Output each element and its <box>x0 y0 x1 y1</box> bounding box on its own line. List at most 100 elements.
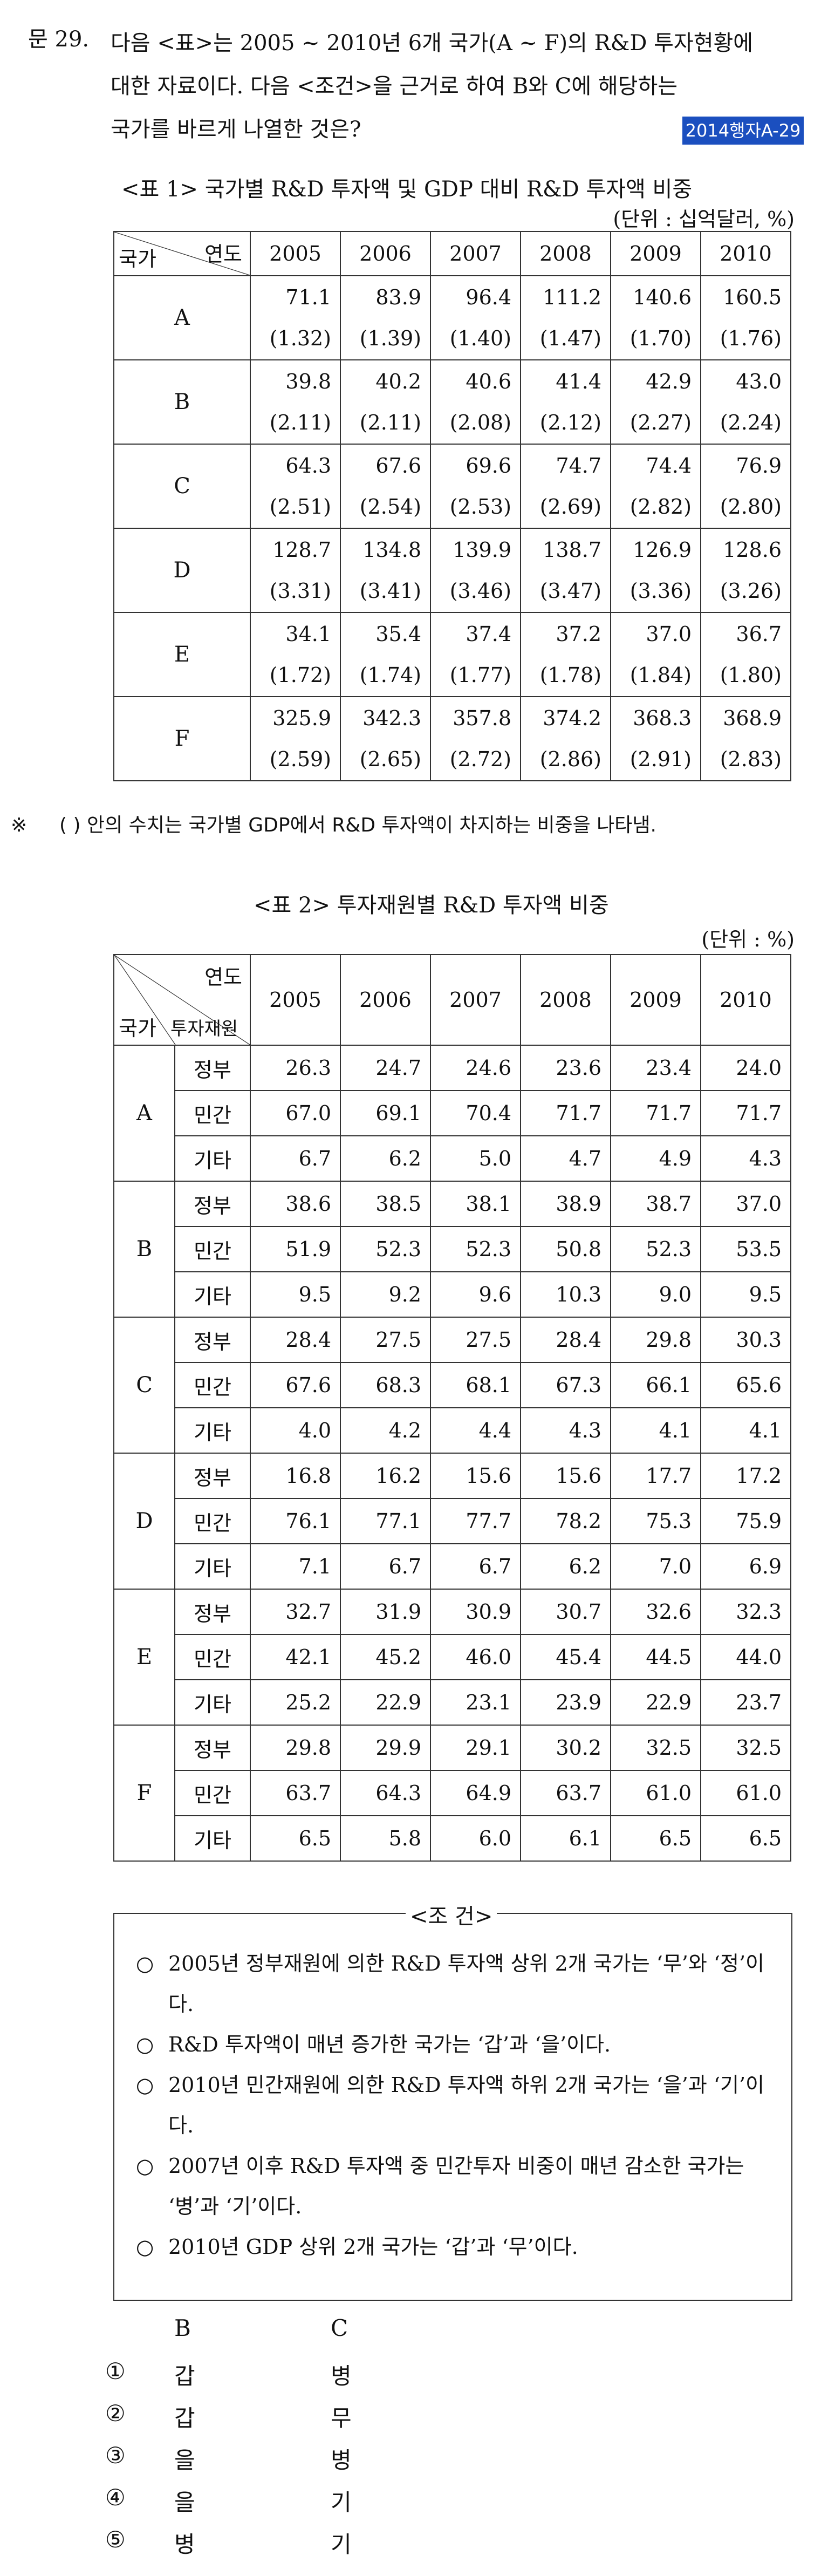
option-b-value: 갑 <box>174 2405 195 2431</box>
condition-text: 2005년 정부재원에 의한 R&D 투자액 상위 2개 국가는 ‘무’와 ‘정… <box>168 1952 764 2016</box>
country-cell: C <box>113 1317 175 1454</box>
data-cell: 42.9 (2.27) <box>610 359 701 445</box>
table1-corner-header: 연도 국가 <box>113 231 251 276</box>
gdp-ratio-value: (2.11) <box>359 411 421 434</box>
data-cell: 66.1 <box>610 1362 701 1408</box>
table2-row: 민간 67.6 68.3 68.1 67.3 66.1 65.6 <box>114 1362 791 1408</box>
gdp-ratio-value: (1.77) <box>449 663 511 687</box>
option-b-value: 을 <box>174 2447 195 2473</box>
gdp-ratio-value: (1.80) <box>720 663 782 687</box>
data-cell: 43.0 (2.24) <box>700 359 791 445</box>
data-cell: 6.2 <box>520 1543 611 1590</box>
data-cell: 63.7 <box>520 1770 611 1816</box>
gdp-ratio-value: (3.36) <box>629 579 692 603</box>
rd-investment-value: 342.3 <box>362 706 421 730</box>
data-cell: 29.8 <box>250 1725 341 1771</box>
option-c-value: 무 <box>331 2405 352 2431</box>
year-header: 2009 <box>610 954 701 1046</box>
table2-row: 기타 6.7 6.2 5.0 4.7 4.9 4.3 <box>114 1135 791 1182</box>
data-cell: 32.6 <box>610 1589 701 1635</box>
source-cell: 기타 <box>174 1271 251 1318</box>
bullet-icon: ○ <box>136 2073 154 2097</box>
option-c-value: 병 <box>331 2447 352 2473</box>
table1-row: B 39.8 (2.11) 40.2 (2.11) 40.6 (2.08) 41.4 (2.12… <box>113 359 791 445</box>
gdp-ratio-value: (2.59) <box>269 747 331 771</box>
data-cell: 4.0 <box>250 1407 341 1454</box>
year-header: 2008 <box>520 954 611 1046</box>
rd-investment-value: 325.9 <box>272 706 331 730</box>
data-cell: 96.4 (1.40) <box>430 275 521 360</box>
data-cell: 37.0 <box>700 1181 791 1227</box>
country-cell: A <box>113 1045 175 1182</box>
source-cell: 민간 <box>174 1634 251 1680</box>
data-cell: 34.1 (1.72) <box>250 612 341 697</box>
footnote-mark: ※ <box>11 814 28 836</box>
data-cell: 26.3 <box>250 1045 341 1091</box>
gdp-ratio-value: (2.11) <box>269 411 331 434</box>
year-header: 2005 <box>250 954 341 1046</box>
gdp-ratio-value: (2.51) <box>269 495 331 519</box>
table1-unit: (단위 : 십억달러, %) <box>613 207 795 231</box>
data-cell: 6.7 <box>250 1135 341 1182</box>
data-cell: 69.1 <box>340 1090 431 1136</box>
option-number: ⑤ <box>105 2526 126 2553</box>
data-cell: 28.4 <box>250 1317 341 1363</box>
rd-investment-value: 74.4 <box>646 454 692 478</box>
table2-row: A 정부 26.3 24.7 24.6 23.6 23.4 24.0 <box>113 1045 791 1182</box>
table2-row: 민간 51.9 52.3 52.3 50.8 52.3 53.5 <box>114 1226 791 1272</box>
condition-text: 2007년 이후 R&D 투자액 중 민간투자 비중이 매년 감소한 국가는 ‘… <box>168 2154 744 2218</box>
table2: 연도 국가 투자재원 2005 2006 2007 2008 2009 2010 A 정부 26.3 2… <box>113 954 791 1862</box>
country-cell: C <box>113 444 251 529</box>
gdp-ratio-value: (2.83) <box>720 747 782 771</box>
gdp-ratio-value: (2.72) <box>449 747 511 771</box>
data-cell: 4.4 <box>430 1407 521 1454</box>
data-cell: 23.9 <box>520 1679 611 1726</box>
table2-row: B 정부 38.6 38.5 38.1 38.9 38.7 37.0 <box>113 1181 791 1318</box>
source-cell: 기타 <box>174 1679 251 1726</box>
gdp-ratio-value: (1.40) <box>449 326 511 350</box>
source-cell: 정부 <box>174 1181 251 1227</box>
data-cell: 9.2 <box>340 1271 431 1318</box>
diagonal-lines <box>114 955 250 1045</box>
country-cell: E <box>113 1589 175 1726</box>
year-header: 2007 <box>430 231 521 276</box>
question-stem-line: 다음 <표>는 2005 ~ 2010년 6개 국가(A ~ F)의 R&D 투… <box>111 31 754 56</box>
gdp-ratio-value: (1.76) <box>720 326 782 350</box>
rd-investment-value: 76.9 <box>736 454 782 478</box>
data-cell: 6.5 <box>700 1815 791 1862</box>
rd-investment-value: 37.2 <box>556 622 601 646</box>
choices-header-c: C <box>331 2315 348 2341</box>
option-number: ③ <box>105 2442 126 2469</box>
data-cell: 9.6 <box>430 1271 521 1318</box>
data-cell: 368.9 (2.83) <box>700 696 791 781</box>
source-cell: 정부 <box>174 1317 251 1363</box>
data-cell: 45.2 <box>340 1634 431 1680</box>
question-stem-line: 대한 자료이다. 다음 <조건>을 근거로 하여 B와 C에 해당하는 <box>111 74 678 99</box>
table2-row: 기타 7.1 6.7 6.7 6.2 7.0 6.9 <box>114 1543 791 1590</box>
data-cell: 76.9 (2.80) <box>700 444 791 529</box>
data-cell: 44.0 <box>700 1634 791 1680</box>
rd-investment-value: 138.7 <box>543 538 601 562</box>
gdp-ratio-value: (2.08) <box>449 411 511 434</box>
header-source-label: 투자재원 <box>170 1018 238 1040</box>
rd-investment-value: 74.7 <box>556 454 601 478</box>
question-stem-line: 국가를 바르게 나열한 것은? <box>111 117 361 142</box>
data-cell: 30.2 <box>520 1725 611 1771</box>
table2-row: 민간 63.7 64.3 64.9 63.7 61.0 61.0 <box>114 1770 791 1816</box>
data-cell: 52.3 <box>610 1226 701 1272</box>
condition-text: R&D 투자액이 매년 증가한 국가는 ‘갑’과 ‘을’이다. <box>168 2033 611 2056</box>
rd-investment-value: 128.6 <box>723 538 782 562</box>
table1-footnote: ※ ( ) 안의 수치는 국가별 GDP에서 R&D 투자액이 차지하는 비중을… <box>11 804 815 847</box>
rd-investment-value: 139.9 <box>453 538 511 562</box>
table2-row: E 정부 32.7 31.9 30.9 30.7 32.6 32.3 <box>113 1589 791 1726</box>
data-cell: 38.9 <box>520 1181 611 1227</box>
data-cell: 76.1 <box>250 1498 341 1544</box>
data-cell: 23.7 <box>700 1679 791 1726</box>
data-cell: 38.7 <box>610 1181 701 1227</box>
question-number: 문 29. <box>28 27 90 52</box>
source-cell: 기타 <box>174 1407 251 1454</box>
country-cell: B <box>113 359 251 445</box>
data-cell: 9.0 <box>610 1271 701 1318</box>
data-cell: 7.1 <box>250 1543 341 1590</box>
data-cell: 36.7 (1.80) <box>700 612 791 697</box>
